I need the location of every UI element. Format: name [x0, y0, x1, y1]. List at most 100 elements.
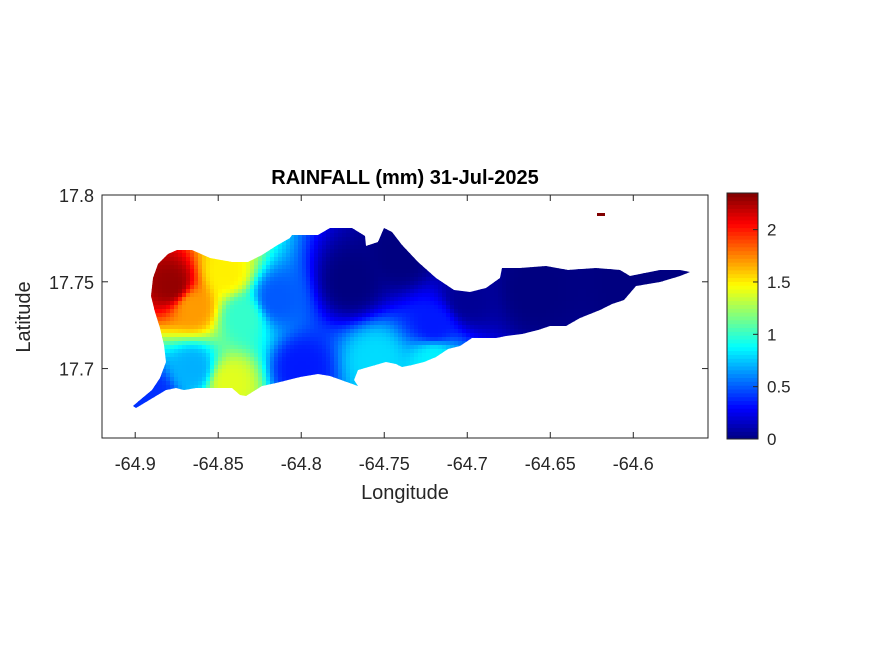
- heat-cell: [242, 313, 247, 318]
- heat-cell: [374, 301, 379, 306]
- heat-cell: [346, 257, 351, 262]
- heat-cell: [222, 341, 227, 346]
- heat-cell: [154, 301, 159, 306]
- heat-cell: [266, 349, 271, 354]
- heat-cell: [342, 233, 347, 238]
- heat-cell: [162, 329, 167, 334]
- heat-cell: [230, 337, 235, 342]
- heat-cell: [546, 305, 551, 310]
- heat-cell: [570, 285, 575, 290]
- heat-cell: [506, 329, 511, 334]
- heat-cell: [302, 333, 307, 338]
- heat-cell: [478, 317, 483, 322]
- heat-cell: [206, 273, 211, 278]
- heat-cell: [210, 265, 215, 270]
- heat-cell: [558, 273, 563, 278]
- heat-cell: [154, 293, 159, 298]
- heat-cell: [186, 309, 191, 314]
- heat-cell: [510, 293, 515, 298]
- heat-cell: [178, 269, 183, 274]
- heat-cell: [466, 293, 471, 298]
- heat-cell: [390, 345, 395, 350]
- heat-cell: [582, 301, 587, 306]
- heat-cell: [362, 237, 367, 242]
- heat-cell: [282, 293, 287, 298]
- heat-cell: [502, 289, 507, 294]
- heat-cell: [366, 273, 371, 278]
- heat-cell: [466, 305, 471, 310]
- heat-cell: [330, 297, 335, 302]
- heat-cell: [434, 337, 439, 342]
- heat-cell: [250, 325, 255, 330]
- heat-cell: [390, 313, 395, 318]
- heat-cell: [302, 341, 307, 346]
- heat-cell: [174, 345, 179, 350]
- heat-cell: [278, 301, 283, 306]
- heat-cell: [358, 233, 363, 238]
- heat-cell: [426, 345, 431, 350]
- heat-cell: [178, 257, 183, 262]
- heat-cell: [414, 357, 419, 362]
- heat-cell: [526, 313, 531, 318]
- heat-cell: [174, 253, 179, 258]
- heat-cell: [334, 317, 339, 322]
- heat-cell: [474, 329, 479, 334]
- heat-cell: [594, 289, 599, 294]
- heat-cell: [490, 329, 495, 334]
- heat-cell: [186, 325, 191, 330]
- heat-cell: [262, 297, 267, 302]
- heat-cell: [346, 341, 351, 346]
- heat-cell: [290, 245, 295, 250]
- heat-cell: [154, 277, 159, 282]
- heat-cell: [506, 333, 511, 338]
- heat-cell: [258, 361, 263, 366]
- heat-cell: [330, 228, 335, 230]
- heat-cell: [430, 349, 435, 354]
- heat-cell: [674, 273, 679, 278]
- heat-cell: [162, 337, 167, 342]
- heat-cell: [414, 305, 419, 310]
- heat-cell: [270, 361, 275, 366]
- heat-cell: [242, 341, 247, 346]
- heat-cell: [238, 361, 243, 366]
- heat-cell: [178, 249, 183, 254]
- heat-cell: [414, 345, 419, 350]
- heat-cell: [522, 281, 527, 286]
- heat-cell: [390, 325, 395, 330]
- heat-cell: [214, 325, 219, 330]
- heat-cell: [522, 285, 527, 290]
- heat-cell: [174, 329, 179, 334]
- heat-cell: [174, 325, 179, 330]
- heat-cell: [454, 333, 459, 338]
- heat-cell: [378, 341, 383, 346]
- heat-cell: [314, 265, 319, 270]
- heat-cell: [238, 289, 243, 294]
- heat-cell: [238, 325, 243, 330]
- heat-cell: [378, 253, 383, 258]
- heat-cell: [290, 289, 295, 294]
- heat-cell: [626, 277, 631, 282]
- heat-cell: [286, 309, 291, 314]
- heat-cell: [318, 241, 323, 246]
- heat-cell: [246, 309, 251, 314]
- heat-cell: [302, 289, 307, 294]
- heat-cell: [286, 329, 291, 334]
- heat-cell: [170, 261, 175, 266]
- heat-cell: [394, 261, 399, 266]
- heat-cell: [410, 317, 415, 322]
- heat-cell: [182, 257, 187, 262]
- heat-cell: [214, 265, 219, 270]
- heat-cell: [422, 269, 427, 274]
- heat-cell: [570, 309, 575, 314]
- heat-cell: [402, 333, 407, 338]
- heat-cell: [306, 233, 311, 238]
- heat-cell: [394, 329, 399, 334]
- heat-cell: [646, 281, 651, 286]
- heat-cell: [178, 357, 183, 362]
- heat-cell: [350, 365, 355, 370]
- heat-cell: [270, 365, 275, 370]
- heat-cell: [350, 345, 355, 350]
- heat-cell: [186, 273, 191, 278]
- heat-cell: [366, 345, 371, 350]
- heat-cell: [334, 269, 339, 274]
